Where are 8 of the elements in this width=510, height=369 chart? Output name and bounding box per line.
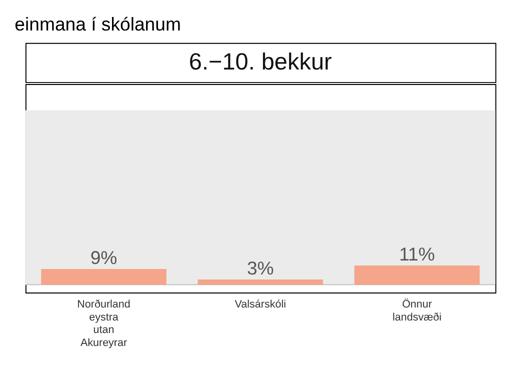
data-label: 3% [246,258,274,279]
x-tick-label: Norðurland eystra utan Akureyrar [77,298,130,349]
x-tick-label: Valsárskóli [234,298,286,311]
x-tick-label: Önnur landsvæði [392,298,442,324]
chart-subtitle: 6.−10. bekkur [188,48,332,74]
data-label: 9% [90,247,118,268]
chart-title: einmana í skólanum [14,14,181,35]
data-label: 11% [399,244,435,265]
